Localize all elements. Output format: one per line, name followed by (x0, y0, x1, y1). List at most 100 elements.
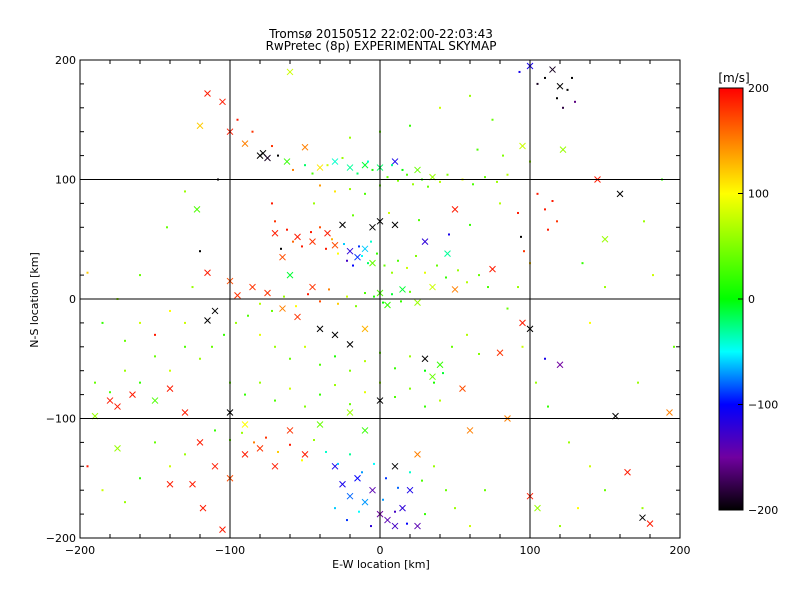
data-point-dot (409, 387, 411, 390)
data-point-dot (433, 465, 435, 468)
data-point-dot (304, 164, 306, 167)
data-point-dot (236, 118, 239, 121)
data-point-dot (101, 489, 104, 492)
data-point-cross (346, 164, 354, 171)
data-point-dot (448, 233, 450, 236)
data-point-dot (124, 501, 126, 504)
data-point-dot (310, 231, 312, 234)
data-point-cross (666, 409, 673, 416)
x-tick-label: −200 (65, 544, 95, 557)
data-point-cross (193, 206, 201, 213)
data-point-cross (196, 122, 204, 130)
data-point-dot (409, 355, 411, 358)
data-point-cross (286, 68, 294, 76)
data-point-dot (364, 360, 366, 363)
data-point-dot (259, 381, 261, 384)
data-point-cross (549, 66, 556, 73)
data-point-cross (256, 445, 264, 452)
data-point-cross (324, 229, 331, 237)
data-point-dot (355, 305, 357, 308)
data-point-dot (409, 471, 411, 474)
data-point-dot (289, 387, 291, 390)
data-point-cross (399, 286, 406, 293)
data-point-dot (265, 436, 267, 439)
data-point-dot (319, 184, 321, 187)
data-point-dot (364, 391, 366, 394)
data-point-dot (259, 333, 261, 336)
data-point-dot (283, 295, 285, 298)
data-point-cross (346, 247, 354, 255)
data-point-dot (496, 180, 498, 183)
data-point-dot (409, 124, 411, 127)
data-point-dot (214, 429, 216, 432)
data-point-cross (354, 474, 361, 482)
data-point-cross (294, 313, 301, 321)
data-point-cross (361, 245, 369, 253)
data-point-cross (316, 164, 324, 171)
data-point-cross (624, 468, 631, 476)
data-point-dot (466, 281, 468, 284)
y-axis-ticks: −200 −100 0 100 200 (46, 54, 680, 545)
data-point-dot (433, 381, 435, 384)
data-point-dot (409, 290, 411, 293)
data-point-dot (535, 381, 537, 384)
data-point-dot (673, 345, 675, 348)
data-point-dot (574, 100, 576, 103)
data-point-dot (358, 510, 360, 513)
data-point-dot (544, 208, 546, 211)
data-point-cross (391, 221, 399, 229)
x-tick-label: 100 (520, 544, 541, 557)
data-point-dot (241, 431, 243, 434)
data-point-dot (101, 321, 104, 324)
data-point-dot (478, 352, 480, 355)
data-point-dot (446, 173, 449, 176)
data-point-dot (544, 76, 546, 79)
data-point-dot (356, 172, 359, 175)
data-point-dot (184, 190, 186, 193)
data-point-dot (304, 405, 306, 408)
data-point-dot (349, 369, 351, 372)
data-point-dot (544, 357, 546, 360)
data-point-dot (154, 333, 156, 336)
data-point-dot (454, 507, 456, 510)
data-point-dot (397, 179, 399, 182)
data-point-dot (517, 211, 519, 214)
data-point-dot (571, 76, 573, 79)
data-point-dot (506, 307, 509, 310)
data-point-dot (547, 405, 549, 408)
data-point-cross (414, 299, 421, 306)
data-point-cross (384, 516, 391, 524)
data-point-cross (556, 361, 564, 369)
data-point-cross (346, 341, 354, 348)
data-point-cross (114, 445, 121, 452)
y-axis-label: N-S location [km] (28, 252, 41, 348)
data-point-cross (519, 142, 526, 150)
data-point-cross (616, 190, 624, 198)
data-point-dot (311, 172, 314, 175)
colorbar-tick-label: 200 (748, 82, 769, 95)
data-point-cross (399, 504, 406, 512)
data-point-dot (382, 498, 384, 501)
y-tick-label: −200 (46, 532, 76, 545)
data-point-dot (271, 145, 273, 148)
data-point-cross (166, 480, 174, 488)
data-point-dot (502, 154, 504, 157)
data-point-dot (604, 489, 606, 492)
data-point-dot (358, 245, 360, 248)
data-point-dot (169, 465, 171, 468)
y-tick-label: −100 (46, 413, 76, 426)
x-axis-ticks: −200 −100 0 100 200 (65, 60, 691, 557)
grid-lines (80, 60, 680, 538)
data-point-dot (466, 333, 468, 336)
data-point-dot (292, 168, 294, 171)
data-point-cross (421, 238, 429, 245)
data-point-dot (439, 180, 441, 183)
data-point-cross (309, 283, 316, 291)
data-point-dot (469, 94, 471, 97)
data-point-cross (331, 158, 339, 165)
data-point-cross (241, 421, 249, 428)
data-point-dot (589, 321, 591, 324)
data-point-dot (394, 395, 396, 398)
data-point-cross (339, 221, 346, 229)
x-tick-label: 200 (670, 544, 691, 557)
